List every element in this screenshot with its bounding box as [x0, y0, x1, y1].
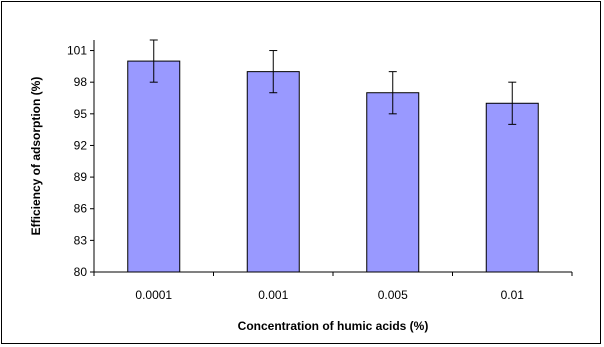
x-axis-title: Concentration of humic acids (%): [238, 319, 429, 333]
y-tick-label: 80: [74, 265, 88, 279]
x-tick-label: 0.005: [378, 288, 408, 302]
y-tick-labels-group: 80 83 86 89 92 95 98 101: [67, 44, 87, 279]
y-tick-label: 89: [74, 170, 88, 184]
y-tick-label: 92: [74, 138, 88, 152]
x-tick-labels-group: 0.0001 0.001 0.005 0.01: [135, 288, 524, 302]
bar-0.001: [246, 71, 300, 273]
y-tick-label: 86: [74, 202, 88, 216]
error-bars-group: [149, 39, 517, 125]
y-tick-label: 101: [67, 44, 87, 58]
bar-0.005: [366, 92, 420, 273]
axes-group: [90, 40, 573, 276]
y-tick-label: 95: [74, 107, 88, 121]
x-tick-label: 0.01: [501, 288, 525, 302]
x-tick-label: 0.001: [258, 288, 288, 302]
x-tick-label: 0.0001: [135, 288, 172, 302]
y-tick-label: 98: [74, 75, 88, 89]
bar-0.0001: [127, 60, 181, 273]
y-axis-title: Efficiency of adsorption (%): [29, 77, 43, 236]
bars-group: [127, 60, 539, 273]
y-tick-label: 83: [74, 233, 88, 247]
bar-0.01: [485, 102, 539, 273]
